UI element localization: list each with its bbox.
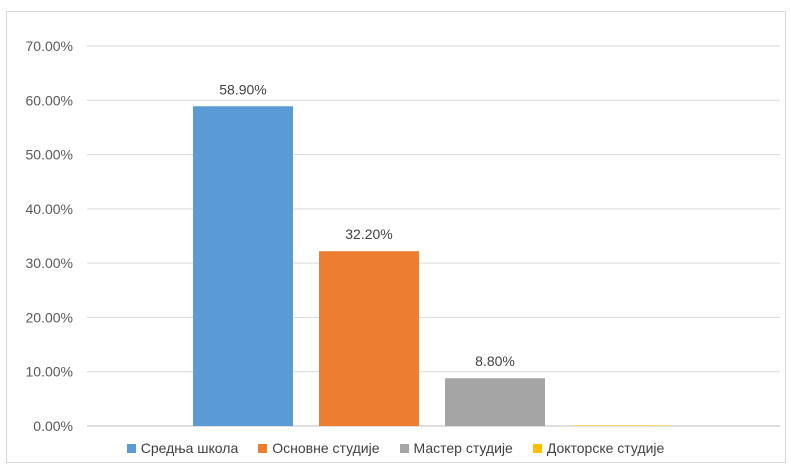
bar <box>571 425 671 426</box>
y-tick-label: 50.00% <box>26 147 73 163</box>
data-label: 8.80% <box>475 353 515 369</box>
y-tick-label: 30.00% <box>26 255 73 271</box>
legend-label-3: Мастер студије <box>413 440 513 456</box>
legend-swatch-2 <box>258 443 268 453</box>
legend-item-4: Докторске студије <box>532 440 665 456</box>
legend-label-2: Основне студије <box>272 440 380 456</box>
bar <box>445 378 545 426</box>
legend-item-3: Мастер студије <box>399 440 513 456</box>
y-tick-label: 0.00% <box>33 418 73 434</box>
legend-swatch-4 <box>532 443 542 453</box>
legend-label-1: Средња школа <box>140 440 239 456</box>
legend-item-2: Основне студије <box>258 440 380 456</box>
y-tick-label: 40.00% <box>26 201 73 217</box>
bar <box>193 106 293 426</box>
y-tick-label: 60.00% <box>26 92 73 108</box>
bar <box>319 251 419 426</box>
data-label: 58.90% <box>219 81 266 97</box>
legend-label-4: Докторске студије <box>546 440 665 456</box>
legend-item-1: Средња школа <box>126 440 239 456</box>
y-tick-label: 20.00% <box>26 309 73 325</box>
chart-legend: Средња школа Основне студије Мастер студ… <box>0 436 791 460</box>
data-label: 32.20% <box>345 226 392 242</box>
y-tick-label: 70.00% <box>26 38 73 54</box>
y-tick-label: 10.00% <box>26 364 73 380</box>
legend-swatch-3 <box>399 443 409 453</box>
legend-swatch-1 <box>126 443 136 453</box>
